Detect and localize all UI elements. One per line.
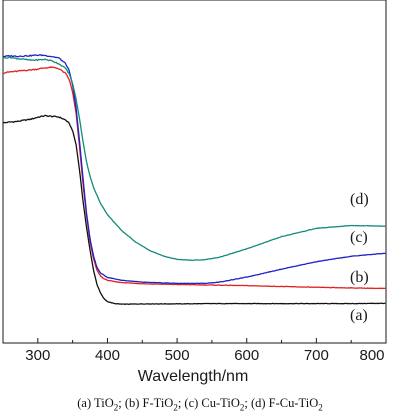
- caption-d-sub: 2: [318, 402, 323, 413]
- series-label-b: (b): [350, 269, 369, 286]
- x-tick-label-400: 400: [95, 347, 120, 364]
- plot-frame: [2, 0, 387, 344]
- series-line-d: [2, 56, 386, 262]
- caption-c-sub: 2: [239, 402, 245, 413]
- caption-a-sub: 2: [113, 402, 119, 413]
- figure-caption: (a) TiO2; (b) F-TiO2; (c) Cu-TiO2; (d) F…: [0, 396, 400, 413]
- series-group: [2, 54, 386, 306]
- caption-a: (a) TiO: [77, 396, 114, 410]
- series-line-a: [2, 114, 386, 306]
- x-tick-label-700: 700: [304, 347, 329, 364]
- caption-d: ; (d) F-Cu-TiO: [244, 396, 319, 410]
- tick-group: 300 400 500 600 700 800: [2, 338, 387, 364]
- x-tick-label-800: 800: [359, 347, 384, 364]
- series-line-c: [2, 54, 386, 285]
- x-tick-label-300: 300: [25, 347, 50, 364]
- x-tick-label-500: 500: [165, 347, 190, 364]
- caption-c: ; (c) Cu-TiO: [177, 396, 240, 410]
- x-tick-label-600: 600: [234, 347, 259, 364]
- series-label-a: (a): [350, 307, 368, 324]
- series-label-c: (c): [350, 229, 368, 246]
- x-axis-title: Wavelength/nm: [138, 368, 249, 385]
- series-line-b: [2, 66, 386, 290]
- series-label-d: (d): [350, 191, 369, 208]
- caption-b-sub: 2: [173, 402, 178, 413]
- series-label-group: (d) (c) (b) (a): [350, 191, 369, 324]
- caption-b: ; (b) F-TiO: [118, 396, 174, 410]
